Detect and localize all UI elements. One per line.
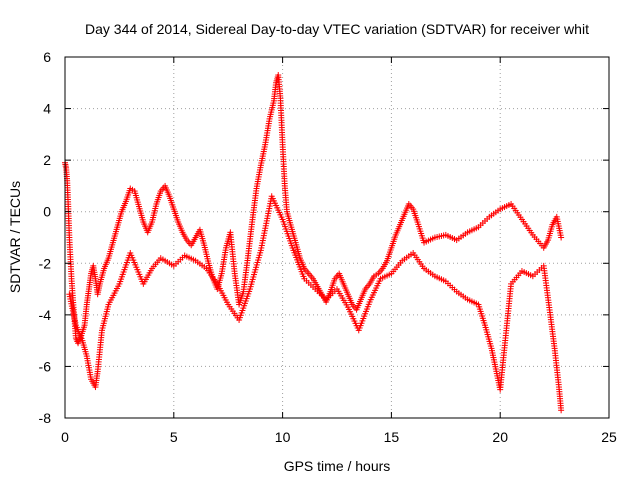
- data-point: [558, 234, 565, 241]
- x-axis-label: GPS time / hours: [284, 458, 391, 474]
- y-tick-label: 6: [43, 49, 51, 65]
- y-tick-label: 2: [43, 152, 51, 168]
- axis-ticks: [64, 56, 610, 419]
- y-tick-label: -6: [39, 358, 52, 374]
- tick-labels: 0 5 10 15 20 25 -8 -6 -4 -2 0 2 4 6: [39, 49, 617, 445]
- x-tick-label: 25: [601, 429, 617, 445]
- y-tick-label: -2: [39, 255, 52, 271]
- data-point: [558, 407, 565, 414]
- x-tick-label: 0: [61, 429, 69, 445]
- x-tick-label: 5: [170, 429, 178, 445]
- x-tick-label: 20: [492, 429, 508, 445]
- y-tick-label: -8: [39, 410, 52, 426]
- plot-frame: [64, 56, 610, 419]
- chart-title: Day 344 of 2014, Sidereal Day-to-day VTE…: [85, 21, 589, 37]
- x-tick-label: 10: [275, 429, 291, 445]
- y-tick-label: 4: [43, 101, 51, 117]
- y-axis-label: SDTVAR / TECUs: [7, 181, 23, 293]
- y-tick-label: 0: [43, 204, 51, 220]
- x-tick-label: 15: [384, 429, 400, 445]
- grid: [65, 57, 609, 418]
- data-points: [62, 72, 565, 414]
- y-tick-label: -4: [39, 307, 52, 323]
